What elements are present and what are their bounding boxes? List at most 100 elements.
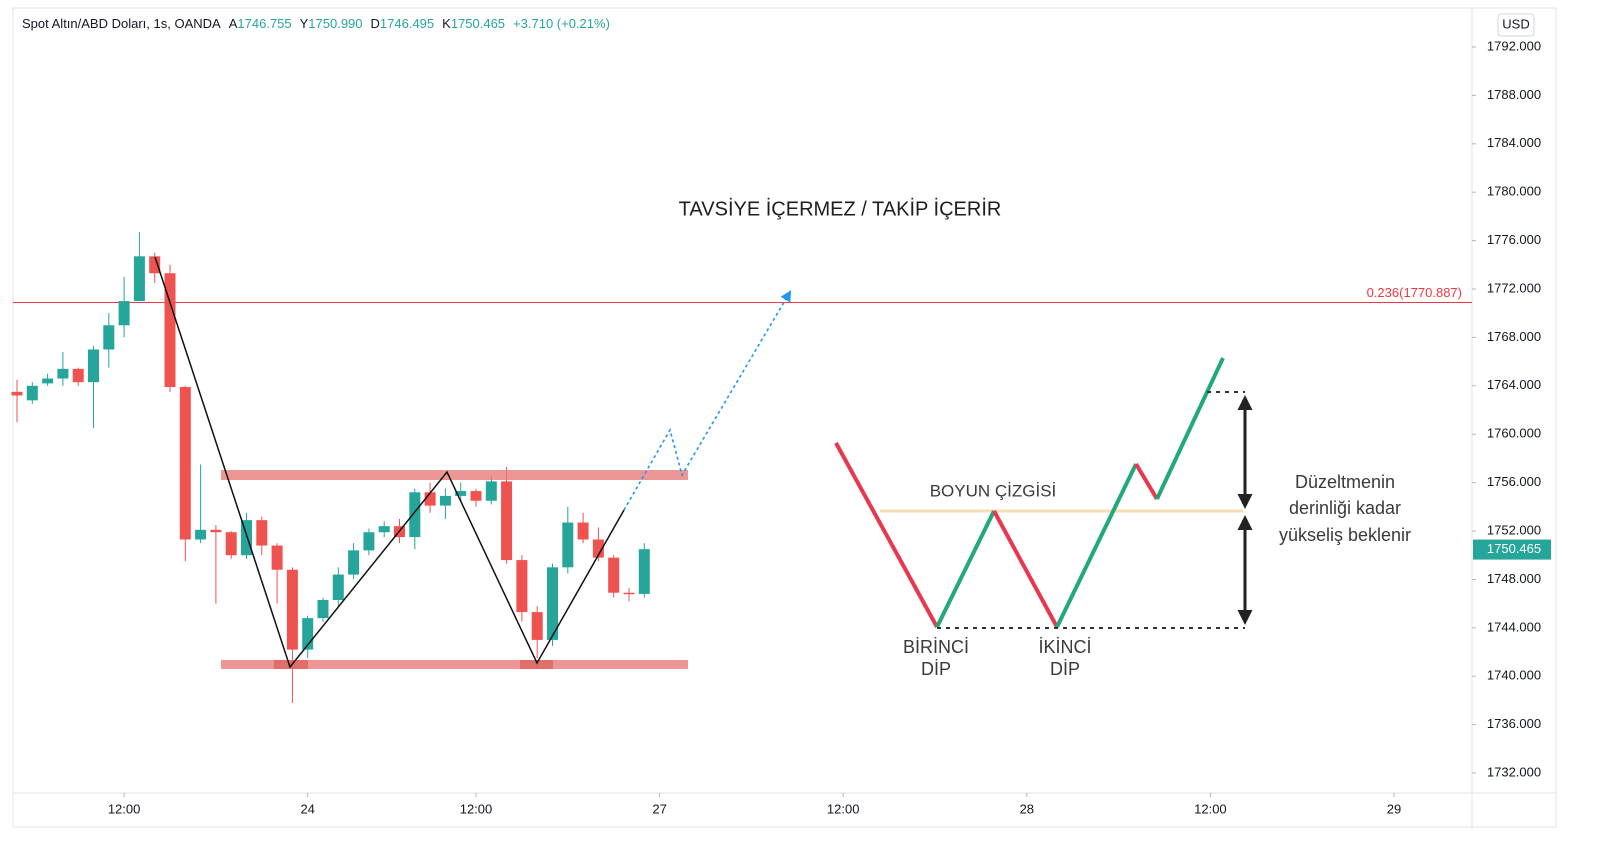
candle-body bbox=[608, 557, 620, 593]
candle-body bbox=[317, 599, 329, 619]
neckline-label: BOYUN ÇİZGİSİ bbox=[930, 481, 1057, 500]
candle-body bbox=[302, 618, 314, 650]
candle-body bbox=[179, 387, 191, 540]
pattern-leg bbox=[992, 510, 1059, 628]
candle-body bbox=[470, 491, 482, 501]
x-tick-label: 28 bbox=[1020, 801, 1034, 816]
y-tick-label: 1736.000 bbox=[1487, 716, 1541, 731]
support-touch bbox=[520, 660, 553, 669]
candle-body bbox=[42, 378, 54, 384]
currency-box bbox=[1497, 13, 1535, 37]
candle-body bbox=[516, 560, 528, 613]
symbol-title: Spot Altın/ABD Doları, 1s, OANDA bbox=[22, 16, 221, 31]
bottom-label: DİP bbox=[1050, 659, 1080, 679]
candle-body bbox=[592, 539, 604, 558]
y-tick-label: 1740.000 bbox=[1487, 668, 1541, 683]
y-tick-label: 1780.000 bbox=[1487, 184, 1541, 199]
candle-body bbox=[26, 385, 38, 401]
y-tick-label: 1752.000 bbox=[1487, 522, 1541, 537]
y-tick-label: 1760.000 bbox=[1487, 426, 1541, 441]
candle-body bbox=[409, 492, 421, 538]
candle-body bbox=[455, 491, 467, 496]
candle-body bbox=[241, 520, 252, 556]
candle-body bbox=[531, 612, 543, 640]
resistance-zone bbox=[221, 470, 688, 480]
projection bbox=[623, 290, 792, 511]
pattern-leg bbox=[935, 510, 996, 628]
candle-body bbox=[195, 529, 207, 540]
change: +3.710 (+0.21%) bbox=[513, 16, 610, 31]
candle-body bbox=[332, 574, 344, 600]
drawings bbox=[154, 256, 1253, 669]
pattern-leg bbox=[834, 442, 939, 628]
candle-body bbox=[11, 391, 23, 396]
y-tick-label: 1788.000 bbox=[1487, 87, 1541, 102]
y-tick-label: 1792.000 bbox=[1487, 38, 1541, 53]
candle-body bbox=[118, 301, 130, 326]
y-tick-label: 1772.000 bbox=[1487, 280, 1541, 295]
bottom-label: DİP bbox=[921, 659, 951, 679]
candle-body bbox=[424, 492, 436, 506]
x-tick-label: 24 bbox=[300, 801, 314, 816]
candle-body bbox=[72, 368, 84, 383]
candle-body bbox=[149, 256, 161, 274]
x-tick-label: 12:00 bbox=[460, 801, 493, 816]
stat-value: 1746.755 bbox=[237, 16, 291, 31]
pattern-leg bbox=[1055, 463, 1138, 628]
candle-body bbox=[547, 567, 558, 640]
note: yükseliş beklenir bbox=[1279, 525, 1411, 545]
stat-value: 1746.495 bbox=[380, 16, 434, 31]
support-zone bbox=[221, 660, 688, 669]
candle-body bbox=[501, 481, 513, 561]
y-tick-label: 1764.000 bbox=[1487, 377, 1541, 392]
candle-body bbox=[363, 532, 375, 551]
y-tick-label: 1784.000 bbox=[1487, 135, 1541, 150]
candle-body bbox=[348, 550, 360, 575]
candle-body bbox=[562, 522, 574, 568]
note: Düzeltmenin bbox=[1295, 472, 1395, 492]
stat-key: D bbox=[371, 16, 380, 31]
y-tick-label: 1744.000 bbox=[1487, 619, 1541, 634]
zigzag bbox=[154, 256, 625, 669]
candle-body bbox=[378, 526, 390, 533]
candle-body bbox=[439, 495, 451, 506]
y-tick-label: 1756.000 bbox=[1487, 474, 1541, 489]
x-tick-label: 12:00 bbox=[827, 801, 860, 816]
candle-body bbox=[103, 325, 115, 350]
candle-body bbox=[623, 592, 635, 595]
y-tick-label: 1732.000 bbox=[1487, 764, 1541, 779]
candle-body bbox=[164, 273, 176, 388]
stat-key: Y bbox=[300, 16, 309, 31]
y-tick-label: 1768.000 bbox=[1487, 329, 1541, 344]
note: derinliği kadar bbox=[1289, 498, 1401, 518]
pattern-leg bbox=[1134, 462, 1159, 501]
candle-body bbox=[485, 481, 497, 501]
stat-value: 1750.990 bbox=[308, 16, 362, 31]
currency: USD bbox=[1502, 16, 1529, 31]
x-tick-label: 12:00 bbox=[1194, 801, 1227, 816]
candle-body bbox=[225, 532, 237, 556]
last-price-box bbox=[1473, 539, 1551, 560]
disclaimer: TAVSİYE İÇERMEZ / TAKİP İÇERİR bbox=[679, 197, 1002, 220]
last-price-label: 1750.465 bbox=[1487, 541, 1541, 556]
candle-body bbox=[577, 522, 589, 540]
support-touch bbox=[274, 660, 308, 669]
fib-label: 0.236(1770.887) bbox=[1367, 285, 1462, 300]
stat-value: 1750.465 bbox=[451, 16, 505, 31]
y-tick-label: 1776.000 bbox=[1487, 232, 1541, 247]
candle-body bbox=[133, 256, 145, 302]
candle-body bbox=[210, 529, 222, 533]
plot bbox=[11, 232, 1472, 703]
y-tick-label: 1748.000 bbox=[1487, 571, 1541, 586]
frame bbox=[12, 7, 1557, 828]
candle-body bbox=[286, 569, 298, 650]
pattern-leg bbox=[1155, 357, 1225, 500]
x-tick-label: 29 bbox=[1387, 801, 1401, 816]
candle-body bbox=[88, 349, 99, 383]
bottom-label: BİRİNCİ bbox=[903, 637, 969, 657]
stat-key: K bbox=[442, 16, 451, 31]
x-tick-label: 12:00 bbox=[108, 801, 141, 816]
candle-body bbox=[638, 549, 650, 594]
stat-key: A bbox=[229, 16, 238, 31]
